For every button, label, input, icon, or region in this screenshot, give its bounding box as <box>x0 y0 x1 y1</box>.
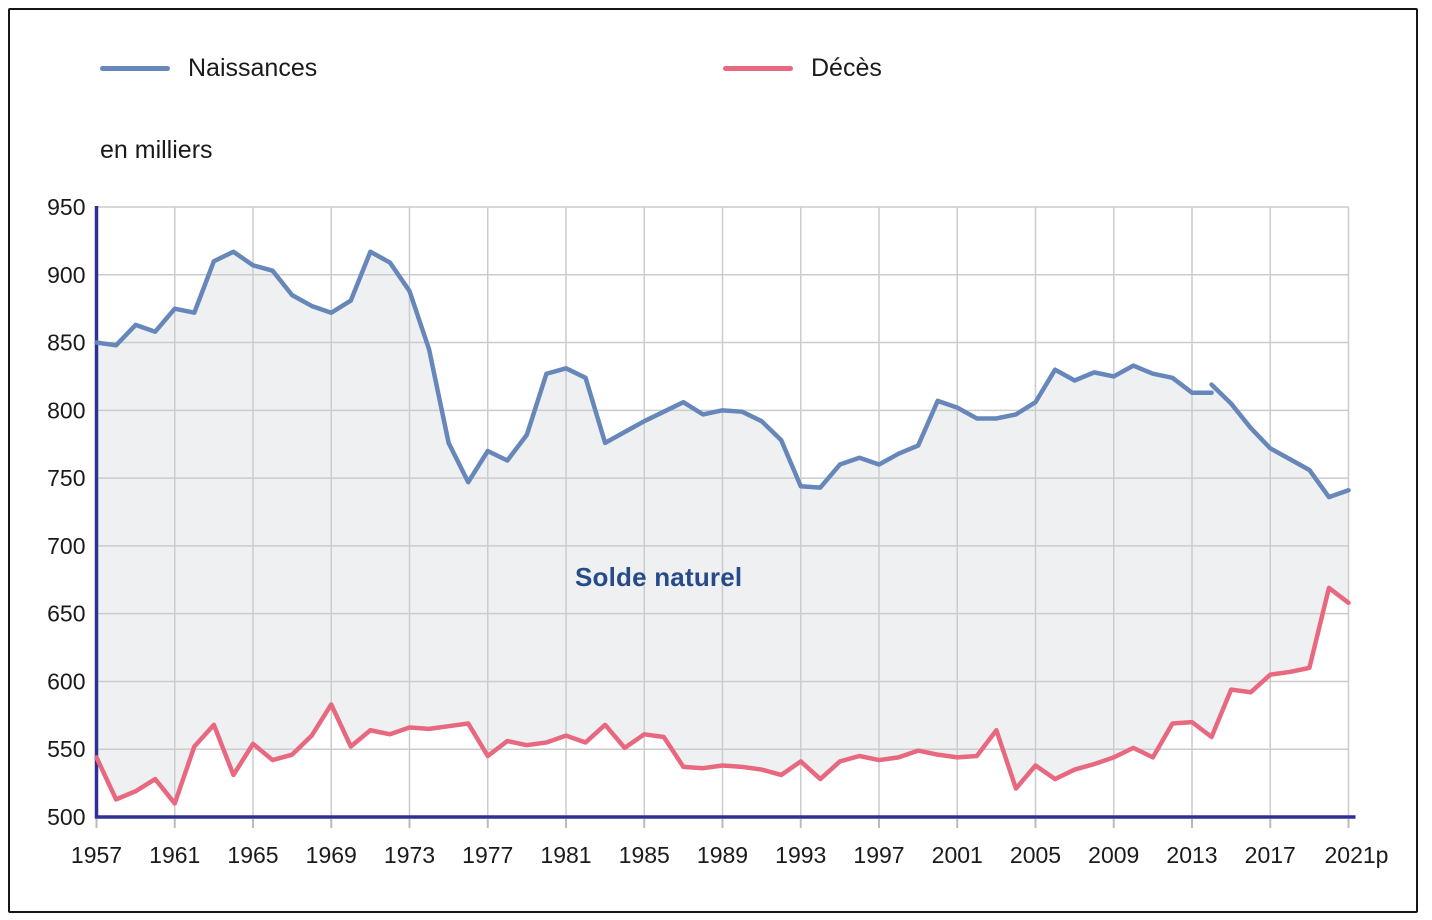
legend-label-deces: Décès <box>811 54 882 82</box>
x-axis-tick-label: 2001 <box>932 842 983 868</box>
x-axis-tick-label: 1965 <box>227 842 278 868</box>
x-axis-tick-label: 2009 <box>1088 842 1139 868</box>
x-axis-tick-label: 2017 <box>1245 842 1296 868</box>
x-axis-tick-label: 1969 <box>306 842 357 868</box>
y-axis-tick-label: 700 <box>47 533 85 559</box>
x-axis-tick-label: 1961 <box>149 842 200 868</box>
x-axis-tick-label: 2013 <box>1166 842 1217 868</box>
x-axis-tick-label: 1981 <box>540 842 591 868</box>
naissances-line-old-basis <box>94 249 1214 490</box>
x-axis-tick-label: 1985 <box>619 842 670 868</box>
x-axis-tick-label: 1989 <box>697 842 748 868</box>
legend-label-naissances: Naissances <box>188 54 318 82</box>
y-axis-tick-label: 650 <box>47 601 85 627</box>
legend-item-naissances: Naissances <box>100 54 317 83</box>
deces-line-swatch-icon <box>723 66 793 71</box>
y-axis-tick-label: 750 <box>47 465 85 491</box>
x-axis-tick-label: 1993 <box>775 842 826 868</box>
y-axis-tick-label: 900 <box>47 262 85 288</box>
x-axis-tick-label: 1977 <box>462 842 513 868</box>
y-axis-tick-label: 850 <box>47 330 85 356</box>
naissances-line-new-basis <box>1209 382 1351 500</box>
deces-line <box>94 585 1351 806</box>
natural-balance-area-label: Solde naturel <box>575 562 743 592</box>
x-axis-tick-label: 2021p <box>1325 842 1389 868</box>
naissances-line-swatch-icon <box>100 66 170 71</box>
x-axis-tick-label: 2005 <box>1010 842 1061 868</box>
y-axis-unit-label: en milliers <box>100 136 213 164</box>
x-axis-tick-label: 1973 <box>384 842 435 868</box>
x-axis-tick-label: 1997 <box>853 842 904 868</box>
x-axis-tick-label: 1957 <box>71 842 122 868</box>
y-axis-tick-label: 800 <box>47 397 85 423</box>
legend-item-deces: Décès <box>723 54 882 83</box>
y-axis-tick-label: 600 <box>47 668 85 694</box>
y-axis-tick-label: 550 <box>47 736 85 762</box>
y-axis-tick-label: 500 <box>47 804 85 830</box>
y-axis-tick-label: 950 <box>47 194 85 220</box>
